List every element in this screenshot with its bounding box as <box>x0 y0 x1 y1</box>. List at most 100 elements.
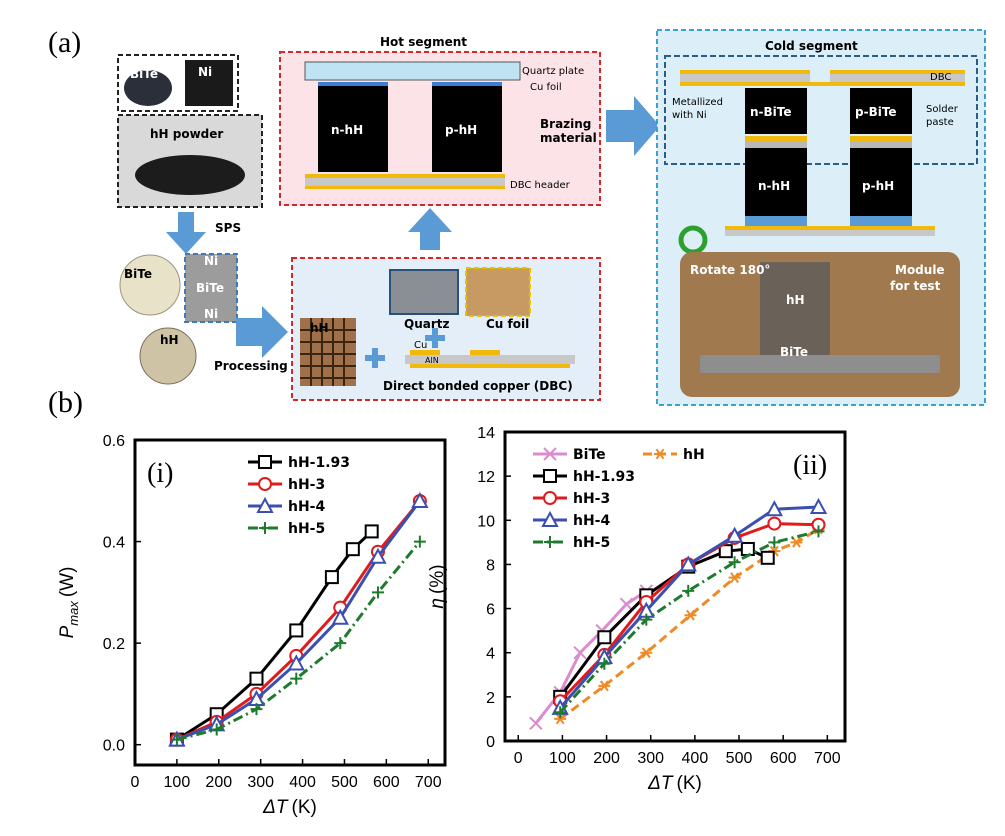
powder-photo <box>135 155 245 195</box>
marker <box>760 550 775 565</box>
x-tick-label: 300 <box>247 774 274 791</box>
leg <box>432 86 502 172</box>
x-tick-label: 0 <box>514 750 523 767</box>
marker <box>728 572 741 584</box>
label: Brazing <box>540 117 591 131</box>
layer <box>745 136 807 142</box>
axis-unit: (W) <box>57 567 78 598</box>
label: Cu foil <box>486 317 529 331</box>
x-tick-label: 200 <box>593 750 620 767</box>
x-tick-label: 500 <box>726 750 753 767</box>
powder-photo <box>185 60 233 106</box>
marker <box>258 455 272 469</box>
marker <box>210 723 223 736</box>
arrow <box>236 306 288 358</box>
label: Cu foil <box>530 82 562 93</box>
legend-label: hH <box>683 447 705 463</box>
label: DBC header <box>510 180 571 191</box>
cu-foil-photo <box>465 267 531 317</box>
marker <box>411 491 429 508</box>
marker <box>324 570 339 585</box>
marker <box>371 586 384 599</box>
legend-label: hH-3 <box>288 477 325 493</box>
y-tick-label: 0 <box>486 734 495 751</box>
x-tick-label: 0 <box>131 774 140 791</box>
label: SPS <box>215 221 241 235</box>
marker <box>259 522 271 534</box>
arrow <box>606 96 660 156</box>
axis-symbol: ΔT <box>647 773 674 794</box>
plot-frame <box>503 430 847 743</box>
label: p-hH <box>862 179 894 193</box>
marker <box>544 536 556 548</box>
y-tick-label: 6 <box>486 602 495 619</box>
marker <box>554 706 567 719</box>
label: Ni <box>204 254 218 268</box>
marker <box>369 547 387 564</box>
marker <box>554 713 567 725</box>
marker <box>654 448 666 460</box>
leg <box>745 148 807 216</box>
pellet <box>184 253 238 323</box>
quartz-plate <box>304 61 521 81</box>
x-tick-label: 500 <box>331 774 358 791</box>
layer <box>850 216 912 226</box>
leg <box>850 88 912 134</box>
label: n-hH <box>331 123 363 137</box>
marker <box>765 500 784 517</box>
label: Direct bonded copper (DBC) <box>383 379 573 393</box>
label: with Ni <box>672 110 707 121</box>
axis-symbol: ΔT <box>262 797 289 818</box>
axis-unit: (K) <box>292 797 317 818</box>
module-photo <box>700 355 940 373</box>
y-tick-label: 2 <box>486 690 495 707</box>
label: AlN <box>425 356 439 365</box>
y-tick-label: 0.0 <box>103 738 125 755</box>
label: p-hH <box>445 123 477 137</box>
label: BiTe <box>780 345 808 359</box>
layer <box>725 226 935 230</box>
marker <box>543 447 557 461</box>
layer <box>830 70 965 74</box>
marker <box>725 526 744 543</box>
legend-label: hH-5 <box>288 521 325 537</box>
marker <box>682 584 695 597</box>
layer <box>305 186 505 189</box>
legend-label: hH-5 <box>573 535 610 551</box>
label: Metallized <box>672 97 723 108</box>
quartz-photo <box>389 269 459 315</box>
layer <box>410 364 570 368</box>
x-tick-label: 700 <box>814 750 841 767</box>
panel-label: (ii) <box>793 450 827 481</box>
marker <box>413 535 426 548</box>
pellet <box>119 254 181 316</box>
marker <box>809 497 828 515</box>
label: Ni <box>198 65 212 79</box>
marker <box>619 597 634 611</box>
marker <box>541 510 559 527</box>
legend-label: hH-1.93 <box>288 455 350 471</box>
plus <box>425 328 445 348</box>
label: n-hH <box>758 179 790 193</box>
marker <box>767 516 782 531</box>
y-tick-label: 10 <box>477 513 495 530</box>
x-tick-label: 700 <box>415 774 442 791</box>
x-tick-label: 300 <box>637 750 664 767</box>
layer <box>410 350 440 355</box>
layer <box>405 355 575 364</box>
marker <box>718 544 733 559</box>
x-tick-label: 600 <box>770 750 797 767</box>
label: hH powder <box>150 127 223 141</box>
marker <box>679 555 697 572</box>
marker <box>543 469 557 483</box>
plus <box>365 348 385 368</box>
legend-label: hH-4 <box>288 499 325 515</box>
layer <box>318 82 388 86</box>
legend-label: hH-3 <box>573 491 610 507</box>
series-line <box>559 527 820 721</box>
x-axis-label: ΔT (K) <box>262 797 317 818</box>
x-tick-label: 100 <box>549 750 576 767</box>
legend-label: hH-4 <box>573 513 610 529</box>
axis-subscript: max <box>66 601 81 626</box>
